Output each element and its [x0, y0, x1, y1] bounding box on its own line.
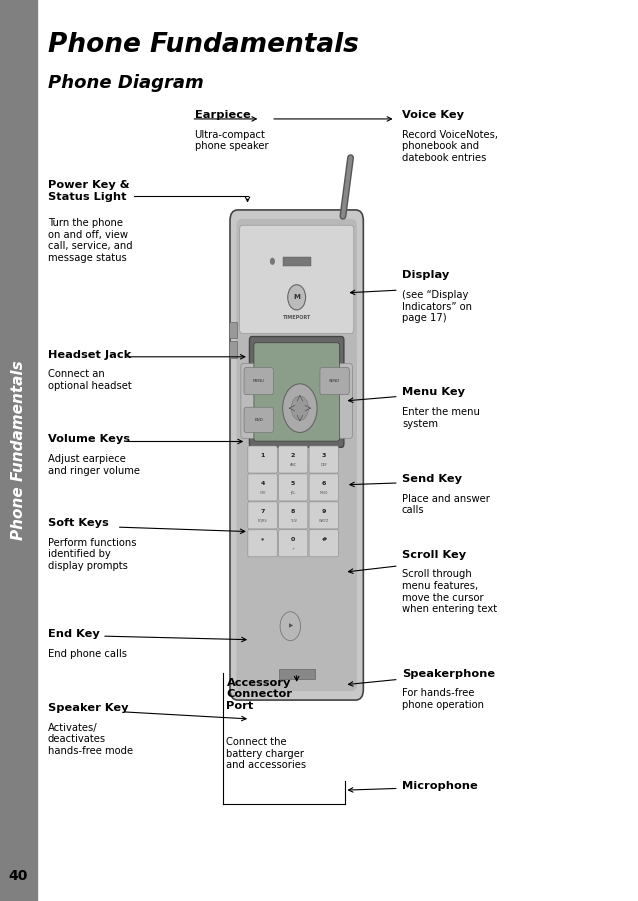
Text: ABC: ABC [290, 463, 297, 467]
FancyBboxPatch shape [278, 446, 308, 473]
Text: MENU: MENU [253, 379, 265, 383]
Text: For hands-free
phone operation: For hands-free phone operation [402, 688, 484, 710]
FancyBboxPatch shape [278, 530, 308, 557]
Text: GHI: GHI [260, 491, 265, 495]
Text: SEND: SEND [329, 379, 340, 383]
Text: 1: 1 [260, 453, 265, 459]
Text: Volume Keys: Volume Keys [48, 434, 130, 444]
FancyBboxPatch shape [248, 446, 277, 473]
Text: Connect an
optional headset: Connect an optional headset [48, 369, 131, 391]
Text: 4: 4 [260, 481, 265, 487]
Text: Earpiece: Earpiece [195, 110, 250, 120]
FancyBboxPatch shape [309, 446, 339, 473]
FancyBboxPatch shape [244, 407, 273, 432]
Text: PQRS: PQRS [258, 519, 267, 523]
Text: Speakerphone: Speakerphone [402, 669, 495, 678]
FancyBboxPatch shape [248, 502, 277, 529]
Bar [230, 341, 237, 358]
Text: Display: Display [402, 270, 449, 280]
Text: Accessory
Connector
Port: Accessory Connector Port [226, 678, 292, 711]
Text: *: * [261, 537, 264, 542]
FancyBboxPatch shape [244, 368, 273, 395]
Text: 6: 6 [322, 481, 326, 487]
FancyBboxPatch shape [248, 530, 277, 557]
Text: Connect the
battery charger
and accessories: Connect the battery charger and accessor… [226, 737, 307, 770]
FancyBboxPatch shape [236, 219, 357, 691]
Bar [283, 257, 311, 266]
FancyBboxPatch shape [309, 530, 339, 557]
Text: Phone Diagram: Phone Diagram [48, 74, 204, 92]
FancyBboxPatch shape [249, 337, 344, 448]
Circle shape [280, 612, 300, 641]
Text: TUV: TUV [290, 519, 297, 523]
Text: WXYZ: WXYZ [318, 519, 329, 523]
Text: MNO: MNO [320, 491, 328, 495]
Text: Record VoiceNotes,
phonebook and
datebook entries: Record VoiceNotes, phonebook and dateboo… [402, 130, 498, 163]
Text: DEF: DEF [320, 463, 327, 467]
Bar [230, 322, 237, 338]
Bar [0, 0, 37, 901]
FancyBboxPatch shape [241, 364, 352, 439]
Text: Scroll Key: Scroll Key [402, 550, 466, 560]
Text: 9: 9 [322, 509, 326, 514]
Bar [279, 669, 315, 679]
FancyBboxPatch shape [278, 474, 308, 501]
Text: Send Key: Send Key [402, 474, 462, 484]
Text: 0: 0 [291, 537, 295, 542]
Text: 8: 8 [291, 509, 295, 514]
Text: Speaker Key: Speaker Key [48, 703, 128, 713]
Text: 5: 5 [291, 481, 295, 487]
Text: 7: 7 [260, 509, 265, 514]
FancyBboxPatch shape [230, 210, 364, 700]
Circle shape [283, 384, 317, 432]
Text: Place and answer
calls: Place and answer calls [402, 494, 490, 515]
Text: +: + [292, 547, 295, 551]
FancyBboxPatch shape [278, 502, 308, 529]
Text: End phone calls: End phone calls [48, 649, 127, 659]
Text: (see “Display
Indicators” on
page 17): (see “Display Indicators” on page 17) [402, 290, 472, 323]
Text: Voice Key: Voice Key [402, 110, 464, 120]
Text: Ultra-compact
phone speaker: Ultra-compact phone speaker [195, 130, 268, 151]
Text: Turn the phone
on and off, view
call, service, and
message status: Turn the phone on and off, view call, se… [48, 218, 133, 263]
Text: Scroll through
menu features,
move the cursor
when entering text: Scroll through menu features, move the c… [402, 569, 497, 614]
FancyBboxPatch shape [309, 474, 339, 501]
FancyBboxPatch shape [320, 368, 350, 395]
Circle shape [291, 396, 309, 421]
Text: Menu Key: Menu Key [402, 387, 465, 397]
Text: END: END [255, 418, 263, 422]
Text: Phone Fundamentals: Phone Fundamentals [48, 32, 359, 59]
Circle shape [270, 258, 275, 265]
Text: Enter the menu
system: Enter the menu system [402, 407, 480, 429]
FancyBboxPatch shape [248, 474, 277, 501]
Text: Activates/
deactivates
hands-free mode: Activates/ deactivates hands-free mode [48, 723, 133, 756]
Text: Soft Keys: Soft Keys [48, 518, 108, 528]
Text: 40: 40 [9, 869, 28, 883]
Text: #: # [321, 537, 327, 542]
Text: TIMEPORT: TIMEPORT [283, 314, 311, 320]
Text: Adjust earpiece
and ringer volume: Adjust earpiece and ringer volume [48, 454, 140, 476]
Text: M: M [293, 295, 300, 300]
Circle shape [288, 285, 306, 310]
FancyBboxPatch shape [309, 502, 339, 529]
Text: ▶: ▶ [289, 623, 293, 629]
Text: End Key: End Key [48, 629, 100, 639]
Text: Microphone: Microphone [402, 781, 478, 791]
Text: 2: 2 [291, 453, 295, 459]
Text: Perform functions
identified by
display prompts: Perform functions identified by display … [48, 538, 137, 571]
Text: 3: 3 [322, 453, 326, 459]
FancyBboxPatch shape [254, 343, 339, 441]
Text: Headset Jack: Headset Jack [48, 350, 131, 359]
Text: Phone Fundamentals: Phone Fundamentals [11, 360, 26, 541]
Text: JKL: JKL [290, 491, 296, 495]
Text: Power Key &
Status Light: Power Key & Status Light [48, 180, 130, 202]
FancyBboxPatch shape [240, 225, 353, 333]
